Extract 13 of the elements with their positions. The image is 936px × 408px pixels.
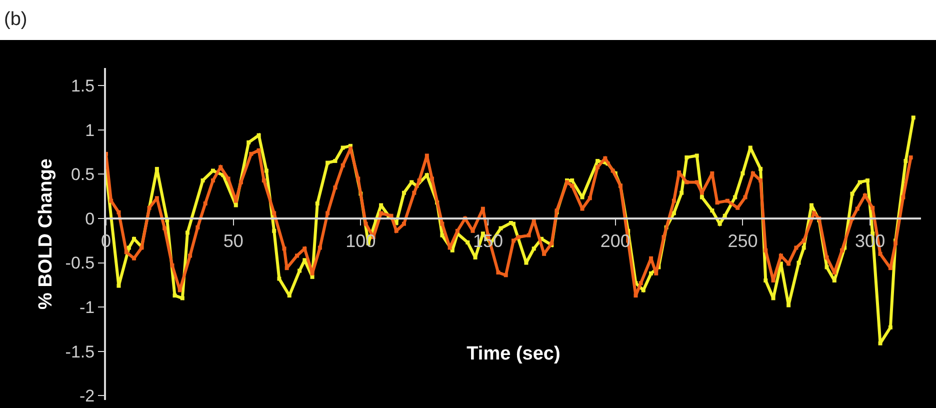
chart-title: (b) <box>3 8 28 32</box>
y-tick-label: -2 <box>79 386 95 406</box>
y-tick-label: 0.5 <box>70 165 95 184</box>
y-tick-label: -0.5 <box>65 254 95 273</box>
y-tick-label: 1 <box>85 120 95 140</box>
y-tick-label: 0 <box>85 209 95 228</box>
y-tick-label: 1.5 <box>70 76 95 96</box>
x-axis-title: Time (sec) <box>466 343 560 364</box>
y-tick-label: -1 <box>79 298 95 317</box>
y-tick-label: -1.5 <box>65 342 95 362</box>
x-tick-label: 250 <box>728 231 758 252</box>
x-tick-label: 50 <box>223 231 244 252</box>
y-axis-title: % BOLD Change <box>36 158 57 310</box>
